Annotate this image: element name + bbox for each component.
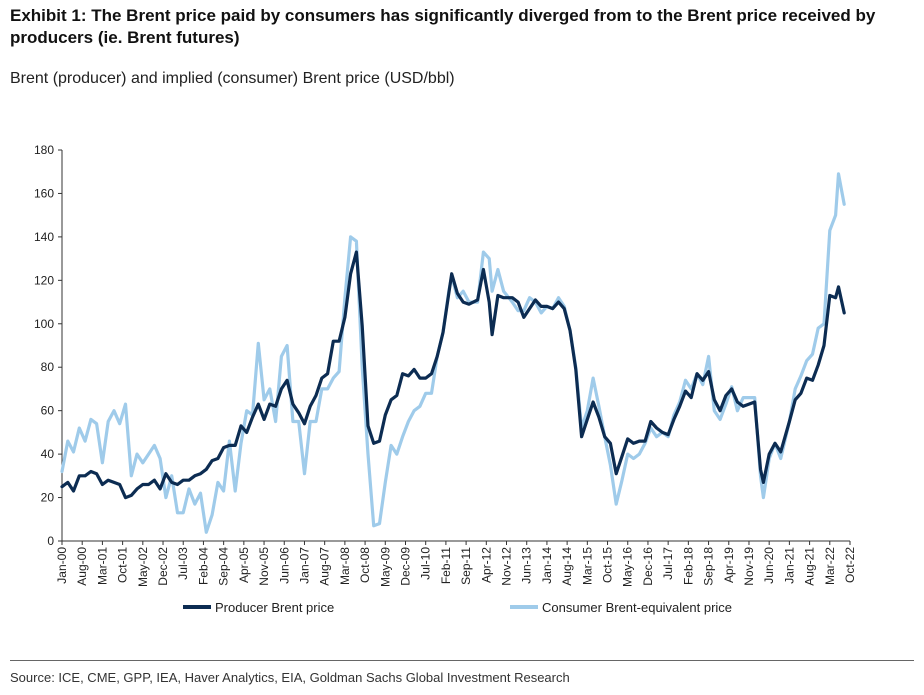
y-tick-label: 20	[41, 491, 55, 505]
legend: Producer Brent price Consumer Brent-equiv…	[183, 600, 732, 615]
x-tick-label: Jan-21	[782, 547, 796, 584]
x-tick-label: Dec-02	[156, 547, 170, 586]
divider	[10, 660, 914, 661]
x-tick-label: Jul-03	[176, 547, 190, 580]
x-tick-label: Mar-01	[95, 547, 109, 585]
y-tick-label: 100	[34, 317, 54, 331]
x-tick-label: Jul-10	[419, 547, 433, 580]
x-tick-label: Apr-05	[237, 547, 251, 583]
x-tick-label: Apr-19	[722, 547, 736, 583]
x-tick-label: Apr-12	[479, 547, 493, 583]
legend-item-consumer-label: Consumer Brent-equivalent price	[542, 600, 732, 615]
y-tick-label: 140	[34, 230, 54, 244]
x-tick-label: May-16	[621, 547, 635, 587]
x-tick-label: Nov-05	[257, 547, 271, 586]
x-tick-label: Sep-11	[459, 547, 473, 585]
x-tick-label: Aug-07	[318, 547, 332, 586]
y-tick-label: 180	[34, 143, 54, 157]
x-tick-label: Jan-00	[55, 547, 69, 584]
chart-title: Exhibit 1: The Brent price paid by consu…	[10, 6, 876, 47]
x-tick-label: Aug-14	[560, 547, 574, 586]
x-tick-label: Jun-20	[762, 547, 776, 584]
x-tick-label: Oct-01	[116, 547, 130, 583]
y-tick-label: 120	[34, 273, 54, 287]
x-tick-label: Jan-07	[297, 547, 311, 584]
x-tick-label: Aug-21	[803, 547, 817, 586]
line-chart: 0 20 40 60 80 100 120 140 160 180 Jan-00 Aug-00 Mar…	[34, 143, 857, 615]
y-tick-label: 160	[34, 186, 54, 200]
y-tick-label: 40	[41, 447, 55, 461]
x-tick-label: Oct-15	[601, 547, 615, 583]
x-tick-label: Mar-22	[823, 547, 837, 585]
x-tick-label: Jul-17	[661, 547, 675, 580]
x-tick-label: Sep-18	[702, 547, 716, 586]
x-tick-label: Mar-08	[338, 547, 352, 585]
x-tick-label: Oct-22	[843, 547, 857, 583]
x-tick-label: Feb-11	[439, 547, 453, 584]
x-tick-label: Nov-12	[500, 547, 514, 586]
x-tick-label: May-09	[378, 547, 392, 587]
y-tick-label: 0	[47, 534, 54, 548]
x-tick-label: Dec-09	[398, 547, 412, 586]
y-tick-label: 60	[41, 404, 55, 418]
y-tick-label: 80	[41, 360, 55, 374]
x-tick-label: Dec-16	[641, 547, 655, 586]
y-axis: 0 20 40 60 80 100 120 140 160 180	[34, 143, 63, 548]
x-tick-label: Feb-18	[681, 547, 695, 585]
x-tick-label: Jun-06	[277, 547, 291, 584]
x-tick-label: Sep-04	[217, 547, 231, 586]
x-tick-label: Mar-15	[580, 547, 594, 585]
legend-item-producer-label: Producer Brent price	[215, 600, 334, 615]
chart-subtitle: Brent (producer) and implied (consumer) …	[10, 70, 455, 87]
x-tick-label: Feb-04	[196, 547, 210, 585]
x-tick-label: May-02	[136, 547, 150, 587]
x-tick-label: Oct-08	[358, 547, 372, 583]
series-line-producer	[60, 250, 846, 500]
series-line-consumer	[60, 172, 846, 534]
x-tick-label: Jan-14	[540, 547, 554, 584]
x-axis: Jan-00 Aug-00 Mar-01 Oct-01 May-02 Dec-02 Jul-…	[55, 540, 857, 587]
x-tick-label: Jun-13	[520, 547, 534, 584]
x-tick-label: Nov-19	[742, 547, 756, 586]
series-layer	[60, 172, 846, 534]
source-note: Source: ICE, CME, GPP, IEA, Haver Analyt…	[10, 670, 570, 685]
x-tick-label: Aug-00	[75, 547, 89, 586]
